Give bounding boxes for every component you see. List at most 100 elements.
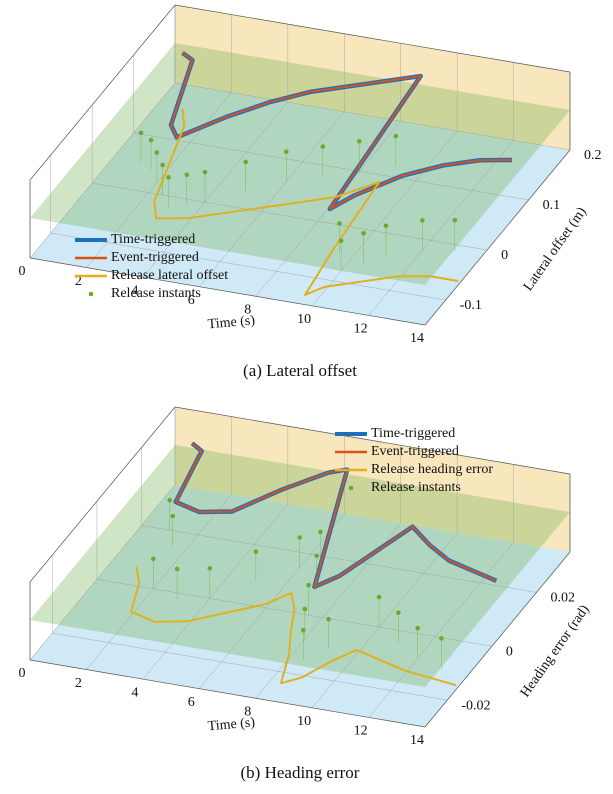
floor [30,83,570,325]
x-tick-label: 10 [297,312,311,327]
axis-edge [424,551,571,728]
grid-line [368,464,514,718]
y-tick-label: 0.1 [543,198,561,213]
release-dot [148,137,154,143]
grid-line [311,454,458,708]
release-dot [154,150,160,155]
release-dot [170,513,176,519]
release-dot [297,535,302,540]
x-tick-label: 2 [75,676,82,691]
axis-edge [29,659,426,728]
series-line [153,108,459,296]
legend-label: Time-triggered [371,426,455,441]
legend-label: Event-triggered [111,250,199,265]
back-wall [175,407,570,552]
release-dot [300,627,306,633]
axis-edge [174,4,571,73]
x-tick-label: 12 [354,322,368,337]
y-axis-label: Heading error (rad) [518,602,593,700]
release-dot [160,162,165,168]
release-dot [174,566,180,572]
x-tick-label: 14 [410,733,424,748]
grid-line [199,435,345,689]
release-dot [243,159,248,165]
release-dot [138,130,144,136]
release-dot [302,606,308,612]
series-line [130,566,457,687]
release-dot [439,636,444,641]
legend-label: Event-triggered [371,444,459,459]
legend-swatch [88,291,94,297]
release-dot [393,133,399,139]
legend-label: Time-triggered [111,232,195,247]
x-tick-label: 6 [188,695,195,710]
release-dot [338,238,344,244]
floor [30,485,570,727]
release-dot [151,556,156,562]
x-tick-label: 6 [188,293,195,308]
x-tick-label: 0 [19,666,26,681]
release-dot [326,616,331,622]
x-tick-label: 8 [244,303,251,318]
release-dot [202,169,208,175]
series-line [174,442,497,588]
y-tick-label: 0.2 [584,148,602,163]
y-tick-label: 0 [501,248,508,263]
grid-line [91,105,488,251]
release-dot [207,566,213,571]
release-dot [253,549,259,554]
release-dot [306,582,311,588]
caption: (b) Heading error [241,763,360,782]
release-dot [383,223,389,228]
grid-line [255,445,401,699]
grid-line [29,407,176,661]
x-tick-label: 2 [75,274,82,289]
legend-label: Release lateral offset [111,268,228,283]
grid-line [52,555,448,701]
release-dot [420,218,425,223]
release-dot [415,625,420,631]
release-dot [356,138,362,144]
x-tick-label: 12 [354,724,368,739]
mid-plane [30,43,570,285]
release-dot [167,497,173,503]
release-dot [361,230,366,236]
grid-line [86,416,232,670]
grid-line [50,155,446,301]
y-tick-label: -0.1 [460,298,482,313]
x-tick-label: 0 [19,264,26,279]
y-tick-label: -0.02 [461,698,490,713]
y-tick-label: 0 [506,644,513,659]
release-dot [318,529,323,535]
release-dot [452,217,458,223]
x-tick-label: 4 [131,685,138,700]
mid-plane [30,445,570,687]
x-tick-label: 14 [410,331,424,346]
release-dot [283,149,289,155]
release-dot [166,175,171,180]
legend-label: Release instants [371,480,461,495]
release-dot [337,221,342,226]
y-axis-label: Lateral offset (m) [521,204,590,294]
grid-line [174,5,571,151]
axis-edge [29,257,426,326]
release-dot [184,172,190,178]
x-axis-label: Time (s) [207,715,256,734]
x-tick-label: 4 [131,283,138,298]
grid-line [96,501,492,647]
axis-edge [424,149,571,326]
series-line [169,51,513,210]
legend-label: Release heading error [371,462,493,477]
legend-swatch [348,485,354,491]
back-wall [175,5,570,150]
legend-label: Release instants [111,286,201,301]
release-dot [314,553,320,559]
axis-edge [29,4,176,181]
axis-edge [174,406,571,475]
grid-line [141,447,537,593]
x-tick-label: 10 [297,714,311,729]
caption: (a) Lateral offset [243,361,357,380]
x-tick-label: 8 [244,705,251,720]
release-dot [396,610,401,615]
